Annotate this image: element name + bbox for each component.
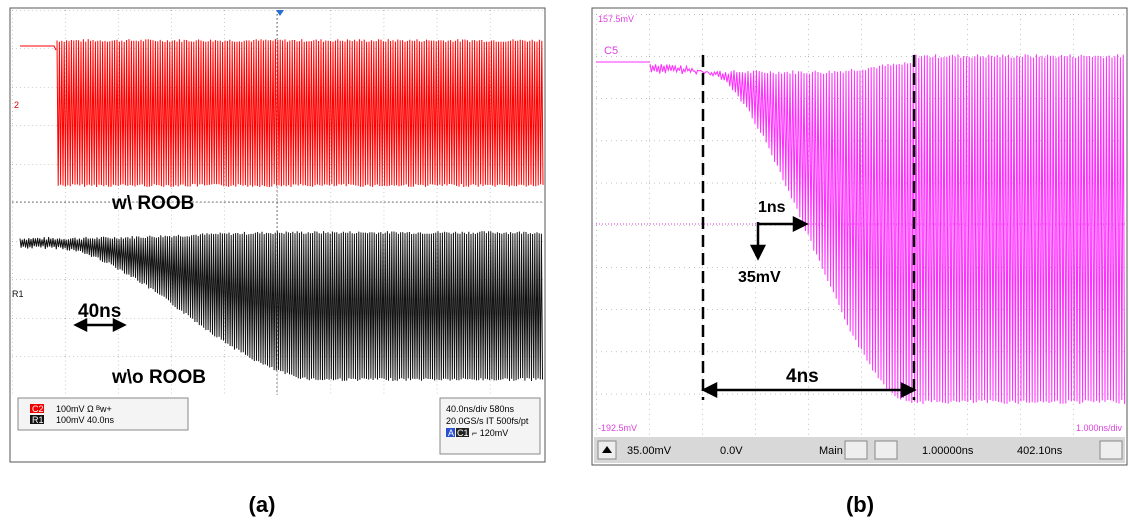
time-div[interactable]: 1.00000ns <box>922 445 974 457</box>
caption-b: (b) <box>846 492 874 517</box>
status-box <box>18 398 188 430</box>
trace-marker: 2 <box>14 100 19 110</box>
zoom-out[interactable] <box>875 441 897 459</box>
ch-name: C2 <box>32 404 44 414</box>
page: 2 R1 w\ ROOB w\o ROOB 40ns C2 100mV Ω ᴮw… <box>0 0 1129 520</box>
sampling: 20.0GS/s IT 500fs/pt <box>446 416 529 426</box>
panel-a: 2 R1 w\ ROOB w\o ROOB 40ns C2 100mV Ω ᴮw… <box>10 8 545 462</box>
ref-marker: R1 <box>12 289 24 299</box>
volts-div[interactable]: 35.00mV <box>627 445 672 457</box>
label-without: w\o ROOB <box>111 367 206 388</box>
figure: 2 R1 w\ ROOB w\o ROOB 40ns C2 100mV Ω ᴮw… <box>0 0 1129 520</box>
timebase: 1.000ns/div <box>1076 423 1123 433</box>
trig-mode: A <box>448 428 454 438</box>
offset[interactable]: 0.0V <box>720 445 743 457</box>
zoom-in[interactable] <box>845 441 867 459</box>
span-label: 4ns <box>786 366 819 387</box>
scale-volt: 35mV <box>738 269 781 286</box>
panel-b: 157.5mV C5 -192.5mV 1.000ns/div 4ns 1ns … <box>592 8 1127 465</box>
timebase: 40.0ns/div 580ns <box>446 404 515 414</box>
scale-time: 1ns <box>758 199 786 216</box>
caption-a: (a) <box>249 492 276 517</box>
channel: C5 <box>604 45 618 57</box>
trig-level: ⌐ 120mV <box>472 428 508 438</box>
temp-icon[interactable] <box>1100 441 1122 459</box>
label-with: w\ ROOB <box>111 193 194 214</box>
ref-name: R1 <box>32 415 44 425</box>
position[interactable]: 402.10ns <box>1017 445 1063 457</box>
mode[interactable]: Main <box>819 445 843 457</box>
ref-setting: 100mV 40.0ns <box>56 415 115 425</box>
trig-ch: C1 <box>457 428 469 438</box>
ch-setting: 100mV Ω ᴮw+ <box>56 404 112 414</box>
bottom-level: -192.5mV <box>598 423 637 433</box>
span-label: 40ns <box>78 301 121 322</box>
top-level: 157.5mV <box>598 14 634 24</box>
